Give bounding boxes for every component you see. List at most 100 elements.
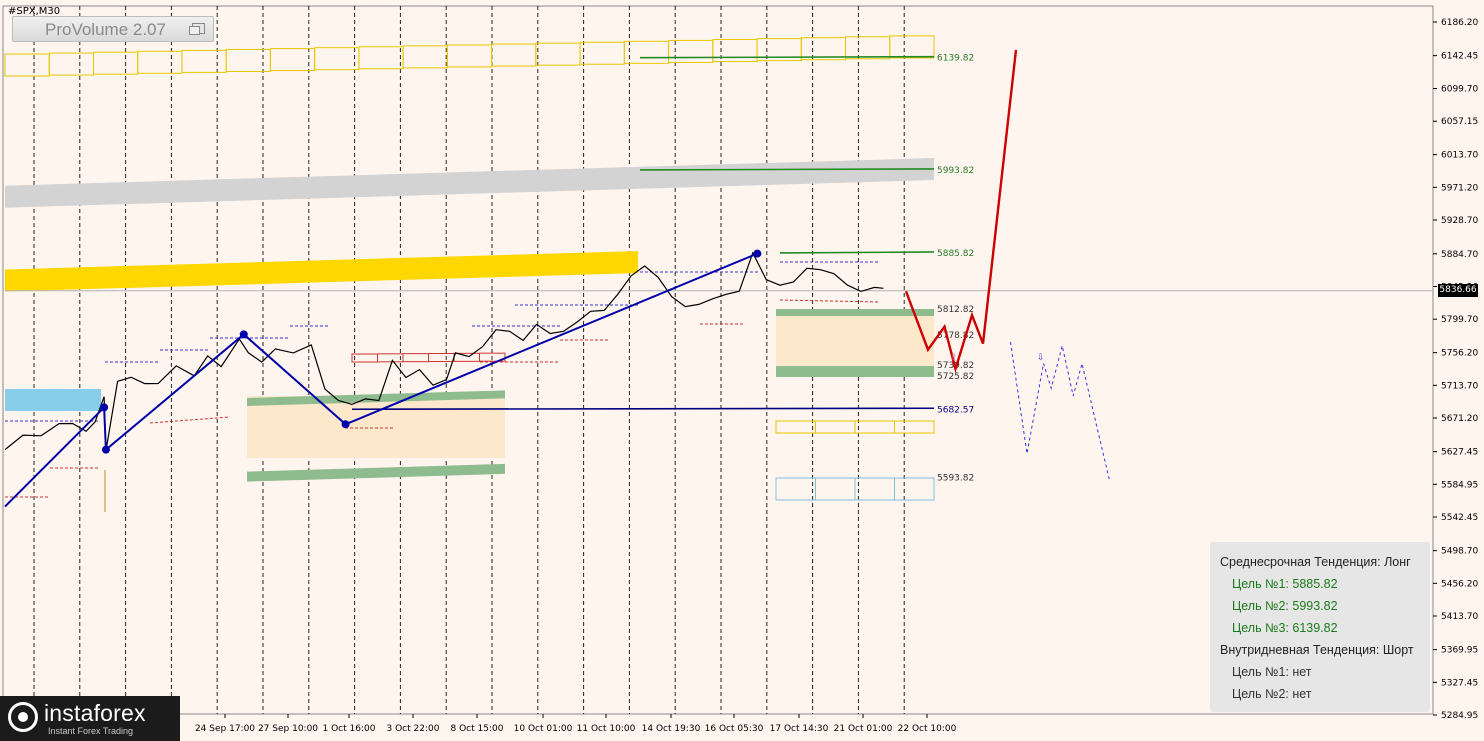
y-tick-label: 6186.20 [1441,18,1478,28]
x-tick-label: 3 Oct 22:00 [387,724,440,734]
box [579,41,625,65]
box [623,40,670,64]
x-tick-label: 11 Oct 10:00 [577,724,636,734]
level-line [351,407,935,411]
x-tick-label: 1 Oct 16:00 [323,724,376,734]
intraday-target-1: Цель №1: нет [1232,665,1312,679]
restore-window-icon[interactable] [189,23,205,35]
x-tick-label: 21 Oct 01:00 [834,724,893,734]
value-area-1 [247,396,505,458]
step-line [779,299,881,303]
box [225,48,271,72]
level-label: 5682.57 [937,405,974,415]
zigzag-pivot [341,420,350,429]
box [535,42,581,66]
box [314,47,360,71]
box [894,477,935,501]
box [775,477,816,501]
down-arrow-icon: ⇩ [1037,353,1045,363]
x-tick-label: 22 Oct 10:00 [898,724,957,734]
zigzag-pivot [753,249,762,258]
box-chain-top-yellow [4,35,935,77]
y-tick-label: 5284.95 [1441,711,1478,721]
level-label: 5993.82 [937,166,974,176]
level-line [779,251,935,254]
logo-mark-icon [8,702,38,732]
box [845,36,891,60]
level-label: 5725.82 [937,372,974,382]
y-tick-label: 5884.70 [1441,250,1478,260]
x-tick-label: 10 Oct 01:00 [514,724,573,734]
price-series [4,251,884,452]
y-tick-label: 6057.15 [1441,117,1478,127]
plot-frame [2,5,1434,715]
instaforex-logo: instaforex Instant Forex Trading [0,696,180,741]
y-tick-label: 6013.70 [1441,151,1478,161]
box [854,477,895,501]
box [4,53,50,77]
symbol-label: #SPX,M30 [8,6,61,17]
zigzag-pivot [101,445,110,454]
box-chain-red [351,352,506,363]
intraday-trend-label: Внутридневная Тенденция: Шорт [1220,643,1414,657]
box [446,44,493,68]
provolume-label: ProVolume 2.07 [45,20,166,39]
y-tick-label: 5413.70 [1441,612,1478,622]
level-line [639,55,935,59]
box [775,420,816,434]
logo-tagline: Instant Forex Trading [48,726,134,736]
box [854,420,895,434]
trend-info-panel: Среднесрочная Тенденция: Лонг Цель №1: 5… [1210,542,1430,712]
x-tick-label: 24 Sep 17:00 [195,724,255,734]
x-tick-label: 17 Oct 14:30 [770,724,829,734]
forecast-line [904,49,1018,374]
y-tick-label: 5713.70 [1441,381,1478,391]
box [181,49,227,73]
box [402,45,448,69]
level-label: 5812.82 [937,305,974,315]
value-edge-1-bottom [247,463,505,482]
x-tick-label: 27 Sep 10:00 [258,724,318,734]
y-tick-label: 6099.70 [1441,85,1478,95]
box [377,353,404,363]
intraday-target-2: Цель №2: нет [1232,687,1312,701]
provolume-indicator-button[interactable]: ProVolume 2.07 [12,16,214,42]
y-tick-label: 5369.95 [1441,646,1478,656]
box [453,352,480,362]
y-tick-label: 5542.45 [1441,513,1478,523]
level-label: 5593.82 [937,473,974,483]
box [269,48,316,72]
level-label: 5778.82 [937,331,974,341]
box [894,420,935,434]
y-tick-label: 5627.45 [1441,448,1478,458]
y-tick-label: 5498.70 [1441,547,1478,557]
level-label: 6139.82 [937,54,974,64]
box [428,353,455,362]
box [92,51,139,75]
resistance-band-grey [5,158,934,208]
level-line [639,168,935,171]
y-tick-label: 5799.70 [1441,315,1478,325]
y-tick-label: 5971.20 [1441,183,1478,193]
y-tick-label: 6142.45 [1441,52,1478,62]
x-tick-label: 16 Oct 05:30 [705,724,764,734]
box [358,46,404,70]
y-tick-label: 5671.20 [1441,414,1478,424]
box [491,43,537,67]
zigzag-pivot [100,403,109,412]
x-tick-label: 8 Oct 15:00 [451,724,504,734]
box [351,353,378,363]
box [137,50,183,74]
support-band-blue [5,389,101,411]
volume-step-lines [5,261,881,498]
box [402,353,429,363]
box [712,39,758,63]
value-edge-2-top [776,309,934,316]
y-tick-label: 5756.20 [1441,349,1478,359]
value-area-2 [776,313,934,375]
up-arrow-icon: ⇧ [950,353,958,363]
resistance-band-yellow [5,251,638,292]
box [48,52,94,76]
last-price-tag: 5836.66 [1438,284,1478,297]
